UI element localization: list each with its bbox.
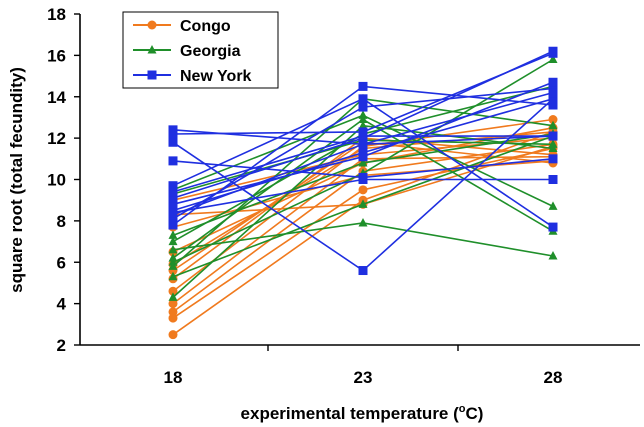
x-axis-label-main: experimental temperature ( [241, 404, 460, 423]
data-point [358, 175, 368, 184]
legend-entry: Congo [133, 18, 231, 35]
data-point [168, 330, 178, 340]
legend-entry: New York [133, 68, 252, 85]
data-point [168, 307, 178, 317]
series-new-york [168, 46, 558, 276]
data-point [548, 201, 558, 210]
legend-label: Congo [180, 18, 231, 35]
y-axis-label: square root (total fecundity) [7, 67, 26, 293]
data-point [548, 139, 558, 148]
y-tick-label: 4 [57, 295, 67, 314]
data-point [358, 120, 368, 130]
data-point [358, 185, 368, 195]
data-point [548, 222, 558, 232]
data-point [358, 102, 368, 112]
x-tick-label: 28 [544, 368, 563, 387]
data-point [168, 253, 178, 262]
data-point [168, 137, 178, 147]
legend-marker [147, 70, 157, 80]
legend-label: New York [180, 68, 252, 85]
data-point [548, 94, 558, 104]
data-point [548, 77, 558, 87]
series-line [172, 222, 554, 257]
legend: Congo Georgia New York [122, 11, 279, 89]
y-tick-label: 6 [57, 253, 66, 272]
data-point [168, 236, 178, 246]
legend-entry: Georgia [133, 43, 241, 60]
data-point [168, 286, 178, 296]
x-axis-label-superscript: o [459, 403, 466, 415]
x-tick-label: 23 [354, 368, 373, 387]
data-point [358, 94, 368, 104]
data-point [168, 220, 178, 230]
data-point [168, 156, 178, 166]
y-tick-label: 8 [57, 212, 66, 231]
data-point [168, 193, 178, 203]
data-point [168, 199, 178, 209]
data-point [358, 110, 368, 119]
data-point [548, 115, 558, 125]
data-point [168, 125, 178, 135]
legend-label: Georgia [180, 43, 241, 60]
series-layer [168, 46, 558, 340]
data-point [168, 187, 178, 197]
data-point [168, 230, 178, 239]
data-point [548, 175, 558, 184]
data-point [358, 157, 368, 167]
data-point [358, 199, 368, 208]
data-point [358, 127, 368, 137]
x-tick-label: 18 [164, 368, 183, 387]
data-point [168, 271, 178, 281]
data-point [358, 139, 368, 149]
data-point [358, 152, 368, 162]
data-point [548, 54, 558, 64]
y-tick-label: 10 [47, 171, 66, 190]
data-point [168, 292, 178, 301]
y-tick-label: 16 [47, 46, 66, 65]
y-tick-label: 2 [57, 336, 66, 355]
data-point [548, 100, 558, 110]
x-axis-label: experimental temperature (oC) [241, 403, 484, 423]
data-point [168, 244, 178, 254]
data-point [168, 299, 178, 309]
data-point [548, 88, 558, 98]
x-ticks: 18 23 28 [164, 345, 563, 387]
data-point [168, 181, 178, 191]
data-point [548, 251, 558, 260]
data-point [358, 266, 368, 276]
legend-marker [147, 20, 157, 30]
data-point [548, 120, 558, 130]
data-point [548, 131, 558, 141]
x-axis-label-unit: C) [466, 404, 484, 423]
data-point [358, 217, 368, 227]
data-point [548, 48, 558, 58]
y-tick-label: 12 [47, 129, 66, 148]
y-tick-label: 18 [47, 5, 66, 24]
data-point [358, 81, 368, 91]
data-point [548, 154, 558, 164]
data-point [168, 261, 178, 270]
y-tick-label: 14 [47, 88, 66, 107]
legend-marker [147, 45, 157, 54]
legend-entries: Congo Georgia New York [133, 18, 252, 85]
data-point [168, 208, 178, 218]
data-point [168, 313, 178, 323]
y-ticks: 2 4 6 8 10 12 14 16 18 [47, 5, 80, 355]
